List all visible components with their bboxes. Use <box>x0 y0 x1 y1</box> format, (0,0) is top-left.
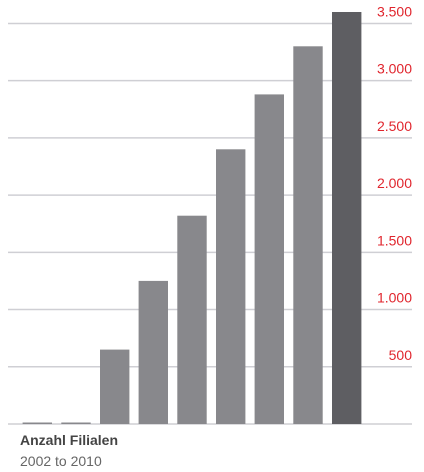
bar-2006 <box>177 215 207 424</box>
grid-lines <box>8 22 412 425</box>
y-tick-label: 1.500 <box>377 232 412 248</box>
bar-2008 <box>254 94 284 425</box>
bar-2003 <box>61 422 91 424</box>
bar-2005 <box>138 280 168 424</box>
y-tick-label: 2.000 <box>377 175 412 191</box>
chart-title: Anzahl Filialen <box>20 432 119 448</box>
y-tick-labels: 500 1.000 1.500 2.000 2.500 3.000 3.500 <box>377 3 412 362</box>
bar-2004 <box>100 349 130 424</box>
chart-subtitle: 2002 to 2010 <box>20 453 102 469</box>
y-tick-label: 500 <box>389 347 413 363</box>
bars <box>22 12 362 425</box>
bar-2007 <box>216 149 246 425</box>
bar-2010 <box>332 12 362 424</box>
y-tick-label: 2.500 <box>377 118 412 134</box>
y-tick-label: 3.000 <box>377 61 412 77</box>
bar-2002 <box>22 422 52 424</box>
y-tick-label: 3.500 <box>377 3 412 19</box>
y-tick-label: 1.000 <box>377 290 412 306</box>
bar-2009 <box>293 46 323 425</box>
